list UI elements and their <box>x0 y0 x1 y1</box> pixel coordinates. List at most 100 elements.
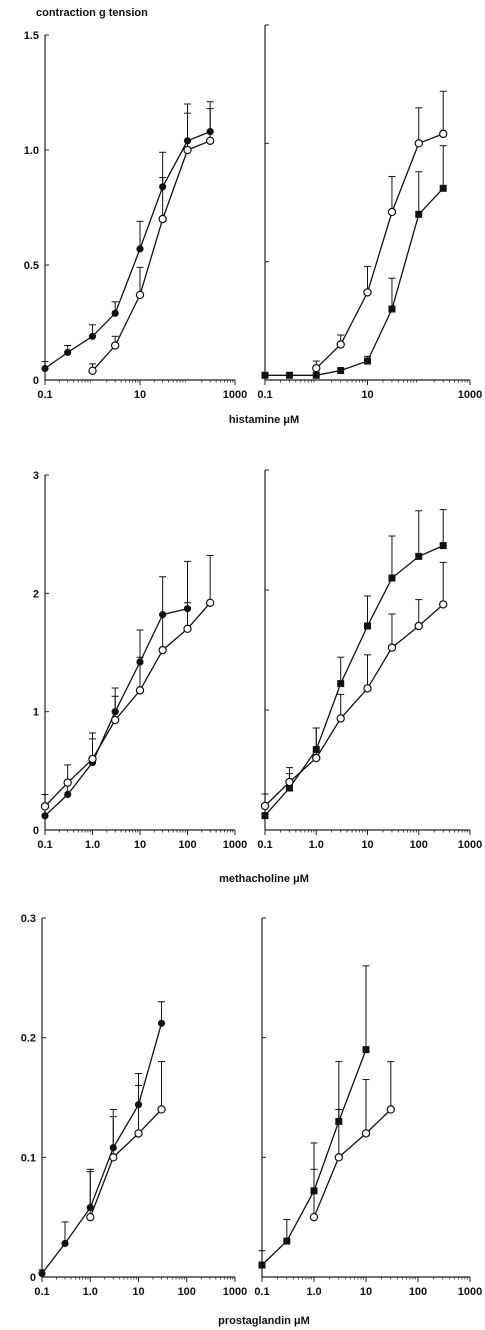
data-point <box>88 754 97 764</box>
data-point <box>362 1046 370 1054</box>
x-tick-label: 10 <box>134 389 146 401</box>
data-point <box>157 1105 166 1114</box>
data-point <box>109 1153 118 1162</box>
data-point <box>158 645 167 655</box>
data-point <box>111 309 119 317</box>
panel-prostaglandin-right: 0.1 1.0 10 100 1000 <box>254 917 482 1298</box>
data-point <box>260 801 270 811</box>
series-open-circle <box>312 90 448 373</box>
data-point <box>312 371 320 379</box>
data-point <box>334 1153 344 1162</box>
panel-prostaglandin-left: 0 0.1 0.2 0.3 0.1 1.0 10 100 1000 <box>21 913 248 1298</box>
data-point <box>88 332 97 340</box>
data-point <box>387 643 397 652</box>
data-point <box>183 624 192 634</box>
x-tick-label: 0.1 <box>37 839 52 851</box>
x-tick-label: 10 <box>361 839 373 851</box>
data-point <box>415 552 423 560</box>
x-tick-label: 1.0 <box>83 1286 98 1298</box>
data-point <box>363 684 372 693</box>
y-tick-label: 0 <box>33 825 39 837</box>
x-tick-label: 1000 <box>458 1286 482 1298</box>
data-point <box>337 367 345 375</box>
data-point <box>285 784 293 792</box>
x-tick-label: 1000 <box>223 1286 247 1298</box>
series-line <box>313 1109 392 1218</box>
data-point <box>134 1129 143 1138</box>
data-point <box>388 305 396 313</box>
data-point <box>205 136 215 145</box>
x-tick-label: 1.0 <box>306 1286 321 1298</box>
series-line <box>315 133 444 369</box>
x-tick-label: 10 <box>360 1286 372 1298</box>
data-point <box>312 363 321 373</box>
data-point <box>110 715 120 725</box>
series-open-circle <box>88 101 215 375</box>
x-tick-label: 1000 <box>223 839 247 851</box>
series-line <box>265 187 444 376</box>
prostaglandin-axis-title: prostaglandin μM <box>218 1315 310 1327</box>
data-point <box>158 214 167 224</box>
x-tick-label: 10 <box>134 839 146 851</box>
data-point <box>110 341 120 350</box>
data-point <box>41 364 49 373</box>
series-line <box>89 1109 162 1218</box>
data-point <box>387 207 397 217</box>
data-point <box>364 357 371 365</box>
y-tick-label: 2 <box>33 588 39 600</box>
data-point <box>415 210 423 218</box>
data-point <box>336 340 345 349</box>
data-point <box>388 574 396 582</box>
x-tick-label: 100 <box>178 839 196 851</box>
data-point <box>64 790 72 799</box>
y-tick-label: 0 <box>33 375 39 387</box>
data-point <box>261 812 269 820</box>
x-tick-label: 1000 <box>223 389 247 401</box>
x-tick-label: 0.1 <box>257 839 272 851</box>
panel-histamine-left: 0 0.5 1.0 1.5 0.1 10 1000 <box>24 30 248 401</box>
data-point <box>439 600 448 609</box>
y-tick-label: 0.3 <box>21 913 36 925</box>
data-point <box>258 1261 266 1269</box>
y-tick-label: 1.5 <box>24 30 39 42</box>
series-open-circle <box>260 561 448 811</box>
series-open-circle <box>40 554 215 811</box>
panel-methacholine-left: 0 1 2 3 0.1 1.0 10 100 1000 <box>33 470 247 851</box>
data-point <box>439 129 448 139</box>
y-tick-label: 3 <box>33 470 39 482</box>
panel-histamine-right: 0.1 10 1000 <box>257 24 482 401</box>
data-point <box>337 680 345 688</box>
data-point <box>157 1019 166 1027</box>
data-point <box>64 348 72 356</box>
x-tick-label: 1000 <box>458 839 482 851</box>
data-point <box>363 288 372 297</box>
series-open-circle <box>86 1061 166 1222</box>
panel-methacholine-right: 0.1 1.0 10 100 1000 <box>257 469 482 851</box>
y-tick-label: 0 <box>30 1272 36 1284</box>
y-tick-label: 1.0 <box>24 145 39 157</box>
x-tick-label: 1.0 <box>309 839 324 851</box>
series-filled-circle <box>38 1001 166 1278</box>
data-point <box>309 1212 319 1222</box>
methacholine-axis-title: methacholine μM <box>219 873 309 885</box>
data-point <box>336 714 345 723</box>
x-tick-label: 10 <box>361 389 373 401</box>
histamine-axis-title: histamine μM <box>229 414 299 426</box>
data-point <box>285 371 293 379</box>
data-point <box>136 245 144 253</box>
x-tick-label: 0.1 <box>34 1286 49 1298</box>
series-line <box>264 545 444 817</box>
data-point <box>63 778 72 787</box>
data-point <box>38 1269 46 1278</box>
data-point <box>86 1212 95 1222</box>
series-filled-square <box>261 509 447 820</box>
data-point <box>361 1129 371 1138</box>
x-tick-label: 0.1 <box>37 389 52 401</box>
data-point <box>285 777 294 787</box>
series-filled-square <box>258 965 370 1269</box>
y-tick-label: 1 <box>33 707 39 719</box>
x-tick-label: 10 <box>132 1286 144 1298</box>
x-tick-label: 100 <box>178 1286 196 1298</box>
series-line <box>264 603 444 807</box>
